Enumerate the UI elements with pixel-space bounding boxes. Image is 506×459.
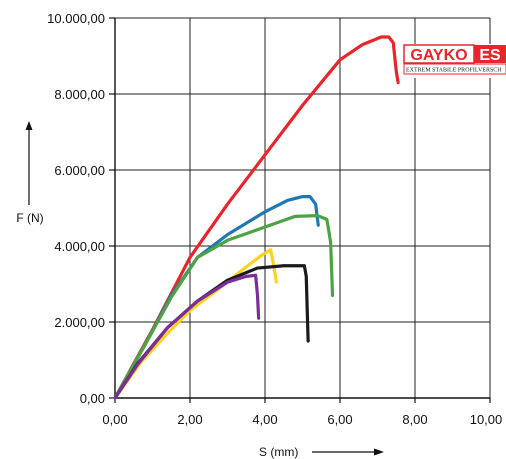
x-tick-label-5: 10,00 xyxy=(470,412,503,427)
x-tick-label-4: 8,00 xyxy=(402,412,427,427)
y-tick-label-4: 8.000,00 xyxy=(54,87,105,102)
series-line-3 xyxy=(113,248,278,400)
gayko-logo: GAYKO ES EXTREM STABILE PROFILVERSCH xyxy=(403,44,506,78)
y-axis-label: F (N) xyxy=(16,211,43,225)
series-line-4 xyxy=(113,264,310,400)
x-tick-label-2: 4,00 xyxy=(252,412,277,427)
y-tick-labels: 0,00 2.000,00 4.000,00 6.000,00 8.000,00 10.0… xyxy=(47,11,105,406)
y-tick-label-2: 4.000,00 xyxy=(54,239,105,254)
logo-text-left: GAYKO xyxy=(410,47,467,64)
y-axis-label-group: F (N) xyxy=(16,121,44,225)
logo-right-box xyxy=(474,45,506,63)
x-axis-label-group: S (mm) xyxy=(259,445,384,459)
logo-text-right: ES xyxy=(479,47,501,64)
x-tick-labels: 0,00 2,00 4,00 6,00 8,00 10,00 xyxy=(102,412,502,427)
x-tick-label-1: 2,00 xyxy=(177,412,202,427)
logo-subtitle: EXTREM STABILE PROFILVERSCH xyxy=(406,68,502,74)
series-lines xyxy=(113,35,400,400)
logo-subtitle-box xyxy=(403,63,506,75)
series-line-0 xyxy=(113,35,400,400)
x-tick-label-0: 0,00 xyxy=(102,412,127,427)
grid xyxy=(114,17,491,399)
y-tick-label-1: 2.000,00 xyxy=(54,315,105,330)
y-tick-label-3: 6.000,00 xyxy=(54,163,105,178)
x-axis-label: S (mm) xyxy=(259,445,298,459)
y-tick-label-5: 10.000,00 xyxy=(47,11,105,26)
y-axis-arrowhead-icon xyxy=(25,121,33,130)
axes xyxy=(109,17,491,403)
x-tick-label-3: 6,00 xyxy=(327,412,352,427)
series-line-1 xyxy=(113,195,320,400)
series-line-5 xyxy=(113,273,261,400)
x-axis-arrowhead-icon xyxy=(374,448,384,456)
y-tick-label-0: 0,00 xyxy=(80,391,105,406)
series-line-2 xyxy=(113,214,335,400)
